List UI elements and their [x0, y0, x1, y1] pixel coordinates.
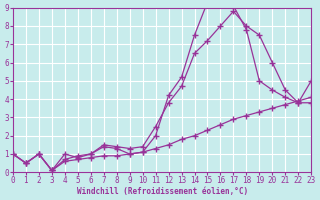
X-axis label: Windchill (Refroidissement éolien,°C): Windchill (Refroidissement éolien,°C) — [76, 187, 248, 196]
